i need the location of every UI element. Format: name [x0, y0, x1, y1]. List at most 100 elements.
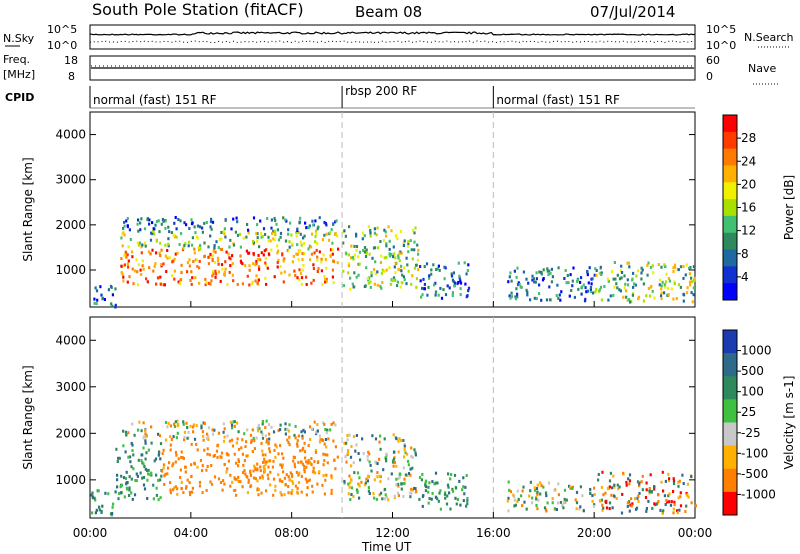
data-cell [271, 465, 274, 469]
data-cell [646, 263, 649, 267]
data-cell [217, 477, 221, 481]
x-tick-label: 12:00 [375, 526, 410, 540]
data-cell [231, 254, 234, 258]
data-cell [258, 427, 261, 431]
colorbar-swatch [723, 376, 737, 400]
data-cell [140, 217, 143, 221]
data-cell [173, 277, 176, 281]
data-cell [410, 446, 413, 450]
data-cell [509, 490, 512, 494]
data-cell [546, 501, 549, 505]
data-cell [207, 262, 210, 266]
data-cell [144, 429, 147, 433]
data-cell [396, 280, 399, 284]
data-cell [255, 436, 258, 440]
data-cell [122, 444, 125, 448]
data-cell [584, 297, 587, 301]
colorbar-tick-label: 24 [741, 154, 756, 168]
data-cell [387, 498, 390, 502]
data-cell [361, 437, 364, 441]
data-cell [525, 288, 528, 292]
data-cell [357, 255, 360, 259]
data-cell [310, 281, 313, 285]
data-cell [452, 280, 455, 283]
data-cell [175, 436, 178, 440]
data-cell [201, 469, 204, 473]
data-cell [316, 270, 319, 273]
data-cell [414, 451, 417, 455]
data-cell [645, 507, 648, 510]
data-cell [175, 227, 178, 231]
data-cell [419, 279, 422, 283]
data-cell [305, 480, 308, 484]
data-cell [313, 251, 316, 255]
data-cell [434, 293, 437, 297]
data-cell [354, 449, 357, 453]
colorbar-swatch [723, 445, 737, 470]
data-cell [276, 244, 279, 248]
data-cell [603, 285, 606, 288]
data-cell [182, 422, 185, 426]
data-cell [232, 420, 235, 424]
data-cell [601, 508, 604, 512]
data-cell [252, 239, 255, 243]
data-cell [403, 278, 406, 281]
data-cell [237, 475, 240, 479]
data-cell [222, 479, 225, 483]
data-cell [667, 277, 670, 280]
data-cell [153, 459, 156, 463]
x-tick-label: 04:00 [174, 526, 209, 540]
data-cell [392, 457, 396, 461]
data-cell [413, 248, 416, 252]
data-cell [174, 216, 177, 219]
data-cell [646, 273, 649, 277]
data-cell [593, 492, 596, 496]
data-cell [260, 430, 263, 434]
data-cell [346, 453, 349, 457]
data-cell [155, 486, 158, 490]
data-cell [556, 501, 560, 505]
data-cell [394, 234, 397, 238]
data-cell [528, 494, 531, 498]
data-cell [132, 282, 135, 286]
data-cell [403, 455, 406, 459]
data-cell [676, 511, 679, 515]
x-tick-label: 08:00 [274, 526, 309, 540]
data-cell [451, 291, 454, 295]
data-cell [670, 500, 673, 504]
data-cell [427, 485, 430, 489]
data-cell [122, 429, 125, 433]
data-cell [400, 264, 403, 268]
data-cell [274, 230, 277, 234]
data-cell [311, 490, 314, 494]
data-cell [358, 262, 361, 266]
data-cell [318, 250, 321, 254]
data-cell [287, 475, 290, 479]
data-cell [551, 497, 554, 500]
data-cell [230, 423, 234, 427]
data-cell [392, 464, 395, 468]
data-cell [322, 463, 325, 467]
data-cell [433, 482, 436, 486]
x-axis-label: Time UT [361, 540, 412, 554]
data-cell [332, 421, 335, 425]
data-cell [165, 438, 168, 442]
data-cell [241, 262, 244, 266]
data-cell [218, 237, 221, 241]
data-cell [123, 253, 126, 257]
data-cell [332, 439, 335, 443]
data-cell [233, 420, 236, 424]
data-cell [130, 465, 133, 469]
data-cell [162, 448, 165, 452]
data-cell [142, 267, 145, 271]
data-cell [358, 250, 362, 254]
data-cell [157, 478, 160, 482]
data-cell [399, 229, 403, 233]
data-cell [640, 271, 643, 275]
data-cell [241, 485, 244, 489]
data-cell [331, 275, 334, 279]
data-cell [448, 491, 451, 495]
data-cell [203, 448, 206, 452]
data-cell [323, 274, 326, 278]
data-cell [97, 489, 100, 493]
